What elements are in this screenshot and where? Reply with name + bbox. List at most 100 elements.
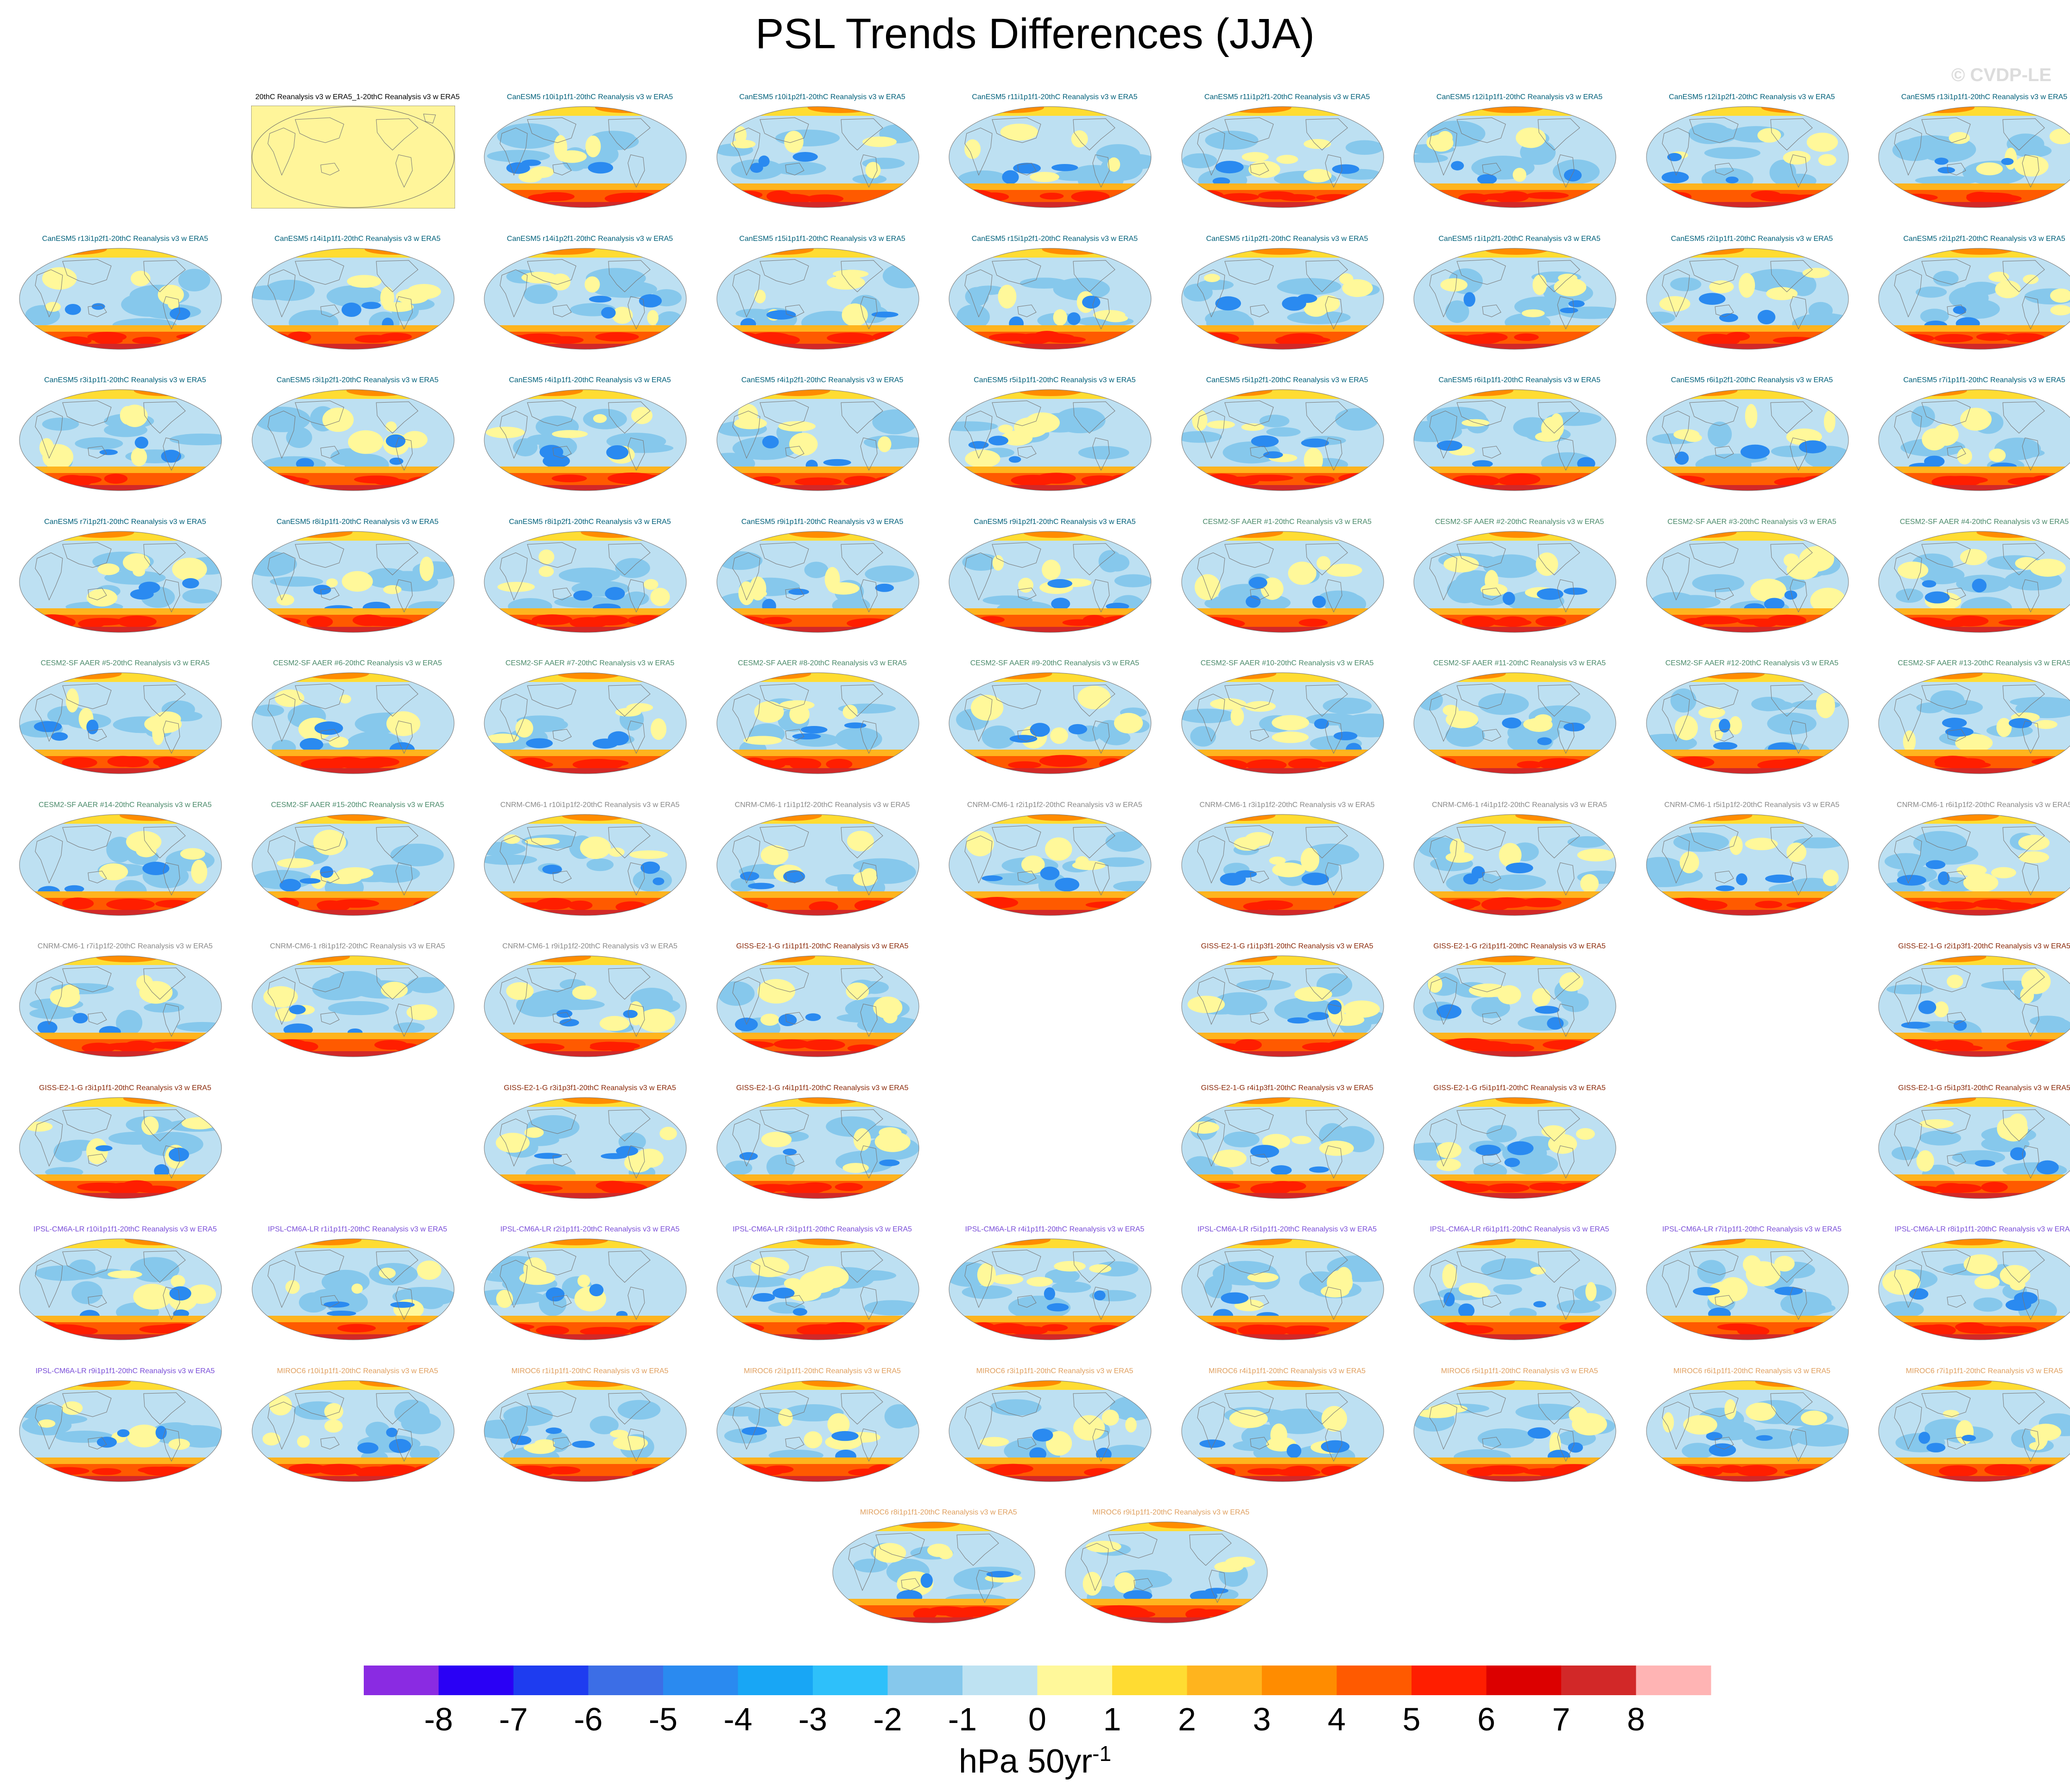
map-panel-title: CanESM5 r8i1p1f1-20thC Reanalysis v3 w E… xyxy=(276,517,439,526)
globe-map xyxy=(1413,1238,1616,1340)
map-panel: 20thC Reanalysis v3 w ERA5_1-20thC Reana… xyxy=(242,92,474,231)
map-panel: CanESM5 r1i1p2f1-20thC Reanalysis v3 w E… xyxy=(1171,233,1403,372)
map-panel-title: CanESM5 r9i1p1f1-20thC Reanalysis v3 w E… xyxy=(741,517,904,526)
map-panel-title: CNRM-CM6-1 r7i1p1f2-20thC Reanalysis v3 … xyxy=(38,942,213,950)
cvdp-credit: © CVDP-LE xyxy=(1951,65,2051,85)
map-panel-title: CanESM5 r15i1p2f1-20thC Reanalysis v3 w … xyxy=(971,234,1138,243)
colorbar-swatch xyxy=(887,1666,963,1695)
colorbar-tick-label: 2 xyxy=(1178,1701,1196,1735)
globe-map xyxy=(949,389,1152,491)
map-panel-title: IPSL-CM6A-LR r8i1p1f1-20thC Reanalysis v… xyxy=(1894,1225,2070,1233)
map-panel: CESM2-SF AAER #9-20thC Reanalysis v3 w E… xyxy=(939,658,1171,797)
globe-map xyxy=(252,248,454,349)
globe-map xyxy=(716,389,919,491)
globe-map xyxy=(1878,248,2070,349)
map-panel-title: CESM2-SF AAER #11-20thC Reanalysis v3 w … xyxy=(1433,659,1606,667)
map-panel: CNRM-CM6-1 r1i1p1f2-20thC Reanalysis v3 … xyxy=(707,800,938,939)
colorbar-tick-label: -8 xyxy=(424,1701,453,1735)
globe-map xyxy=(1878,814,2070,915)
globe-map xyxy=(1181,531,1384,632)
map-panel-title: CNRM-CM6-1 r3i1p1f2-20thC Reanalysis v3 … xyxy=(1199,801,1375,809)
map-panel: CanESM5 r3i1p2f1-20thC Reanalysis v3 w E… xyxy=(242,375,474,514)
map-panel: CanESM5 r2i1p1f1-20thC Reanalysis v3 w E… xyxy=(1636,233,1868,372)
map-panel: CESM2-SF AAER #3-20thC Reanalysis v3 w E… xyxy=(1636,517,1868,656)
map-panel: CanESM5 r9i1p2f1-20thC Reanalysis v3 w E… xyxy=(939,517,1171,656)
globe-map xyxy=(19,248,222,349)
map-panel: CanESM5 r13i1p2f1-20thC Reanalysis v3 w … xyxy=(9,233,241,372)
map-panel-title: MIROC6 r8i1p1f1-20thC Reanalysis v3 w ER… xyxy=(860,1508,1017,1516)
map-panel: CanESM5 r11i1p1f1-20thC Reanalysis v3 w … xyxy=(939,92,1171,231)
map-panel: CanESM5 r7i1p1f1-20thC Reanalysis v3 w E… xyxy=(1868,375,2070,514)
globe-map xyxy=(1413,955,1616,1057)
map-panel-title: GISS-E2-1-G r3i1p1f1-20thC Reanalysis v3… xyxy=(39,1084,211,1092)
globe-map xyxy=(1646,248,1848,349)
colorbar-swatch xyxy=(738,1666,813,1695)
map-panel: CESM2-SF AAER #12-20thC Reanalysis v3 w … xyxy=(1636,658,1868,797)
map-panel: GISS-E2-1-G r4i1p3f1-20thC Reanalysis v3… xyxy=(1171,1083,1403,1222)
map-panel: CESM2-SF AAER #6-20thC Reanalysis v3 w E… xyxy=(242,658,474,797)
globe-map xyxy=(716,531,919,632)
globe-map xyxy=(1878,531,2070,632)
map-panel: MIROC6 r2i1p1f1-20thC Reanalysis v3 w ER… xyxy=(707,1366,938,1505)
map-panel-title: CNRM-CM6-1 r8i1p1f2-20thC Reanalysis v3 … xyxy=(270,942,445,950)
map-panel-title: CanESM5 r9i1p2f1-20thC Reanalysis v3 w E… xyxy=(974,517,1136,526)
globe-map xyxy=(1181,1380,1384,1482)
map-panel: CanESM5 r9i1p1f1-20thC Reanalysis v3 w E… xyxy=(707,517,938,656)
globe-map xyxy=(1413,1097,1616,1199)
map-panel: CESM2-SF AAER #13-20thC Reanalysis v3 w … xyxy=(1868,658,2070,797)
map-panel: CanESM5 r15i1p2f1-20thC Reanalysis v3 w … xyxy=(939,233,1171,372)
map-panel: GISS-E2-1-G r2i1p3f1-20thC Reanalysis v3… xyxy=(1868,941,2070,1080)
globe-map xyxy=(716,1380,919,1482)
colorbar-swatch xyxy=(813,1666,888,1695)
map-panel: IPSL-CM6A-LR r9i1p1f1-20thC Reanalysis v… xyxy=(9,1366,241,1505)
map-panel: CanESM5 r2i1p2f1-20thC Reanalysis v3 w E… xyxy=(1868,233,2070,372)
map-panel: CanESM5 r12i1p2f1-20thC Reanalysis v3 w … xyxy=(1636,92,1868,231)
map-panel: IPSL-CM6A-LR r1i1p1f1-20thC Reanalysis v… xyxy=(242,1224,474,1363)
map-panel-title: CanESM5 r4i1p1f1-20thC Reanalysis v3 w E… xyxy=(509,376,671,384)
map-panel-title: CanESM5 r14i1p2f1-20thC Reanalysis v3 w … xyxy=(506,234,673,243)
map-panel: CESM2-SF AAER #2-20thC Reanalysis v3 w E… xyxy=(1404,517,1635,656)
globe-map xyxy=(1413,389,1616,491)
colorbar-tick-label: 1 xyxy=(1103,1701,1121,1735)
map-panel-title: CESM2-SF AAER #5-20thC Reanalysis v3 w E… xyxy=(40,659,210,667)
globe-map xyxy=(1646,531,1848,632)
globe-map xyxy=(19,531,222,632)
map-panel: IPSL-CM6A-LR r10i1p1f1-20thC Reanalysis … xyxy=(9,1224,241,1363)
globe-map xyxy=(484,955,687,1057)
map-panel: CNRM-CM6-1 r5i1p1f2-20thC Reanalysis v3 … xyxy=(1636,800,1868,939)
map-panel-title: MIROC6 r7i1p1f1-20thC Reanalysis v3 w ER… xyxy=(1905,1367,2063,1375)
map-panel: MIROC6 r1i1p1f1-20thC Reanalysis v3 w ER… xyxy=(474,1366,706,1505)
globe-map xyxy=(1065,1521,1268,1623)
map-panel: CESM2-SF AAER #1-20thC Reanalysis v3 w E… xyxy=(1171,517,1403,656)
map-panel-title: GISS-E2-1-G r1i1p3f1-20thC Reanalysis v3… xyxy=(1201,942,1374,950)
map-panel-title: GISS-E2-1-G r5i1p3f1-20thC Reanalysis v3… xyxy=(1898,1084,2070,1092)
map-panel: IPSL-CM6A-LR r6i1p1f1-20thC Reanalysis v… xyxy=(1404,1224,1635,1363)
globe-map xyxy=(19,814,222,915)
map-panel-title: IPSL-CM6A-LR r7i1p1f1-20thC Reanalysis v… xyxy=(1662,1225,1842,1233)
map-panel-title: GISS-E2-1-G r4i1p3f1-20thC Reanalysis v3… xyxy=(1201,1084,1374,1092)
globe-map xyxy=(1646,672,1848,774)
map-panel-title: MIROC6 r6i1p1f1-20thC Reanalysis v3 w ER… xyxy=(1673,1367,1830,1375)
map-panel-title: CanESM5 r1i1p2f1-20thC Reanalysis v3 w E… xyxy=(1206,234,1368,243)
map-panel-title: CanESM5 r14i1p1f1-20thC Reanalysis v3 w … xyxy=(274,234,441,243)
units-exponent: -1 xyxy=(1092,1742,1112,1766)
map-panel-title: IPSL-CM6A-LR r1i1p1f1-20thC Reanalysis v… xyxy=(268,1225,447,1233)
globe-map xyxy=(716,672,919,774)
globe-map xyxy=(716,1097,919,1199)
map-panel-title: CESM2-SF AAER #14-20thC Reanalysis v3 w … xyxy=(38,801,212,809)
globe-map xyxy=(832,1521,1035,1623)
globe-map xyxy=(1181,955,1384,1057)
map-panel-title: IPSL-CM6A-LR r6i1p1f1-20thC Reanalysis v… xyxy=(1430,1225,1609,1233)
globe-map xyxy=(1181,814,1384,915)
map-panel: CNRM-CM6-1 r7i1p1f2-20thC Reanalysis v3 … xyxy=(9,941,241,1080)
colorbar-swatch xyxy=(1262,1666,1337,1695)
map-panel-title: MIROC6 r9i1p1f1-20thC Reanalysis v3 w ER… xyxy=(1092,1508,1250,1516)
map-panel-title: CanESM5 r5i1p2f1-20thC Reanalysis v3 w E… xyxy=(1206,376,1368,384)
map-panel: CESM2-SF AAER #10-20thC Reanalysis v3 w … xyxy=(1171,658,1403,797)
map-panel-title: CanESM5 r7i1p1f1-20thC Reanalysis v3 w E… xyxy=(1903,376,2065,384)
map-panel: MIROC6 r10i1p1f1-20thC Reanalysis v3 w E… xyxy=(242,1366,474,1505)
colorbar-tick-label: -2 xyxy=(873,1701,902,1735)
globe-map xyxy=(1413,814,1616,915)
colorbar-units: hPa 50yr-1 xyxy=(0,1741,2070,1780)
map-panel: GISS-E2-1-G r3i1p1f1-20thC Reanalysis v3… xyxy=(9,1083,241,1222)
